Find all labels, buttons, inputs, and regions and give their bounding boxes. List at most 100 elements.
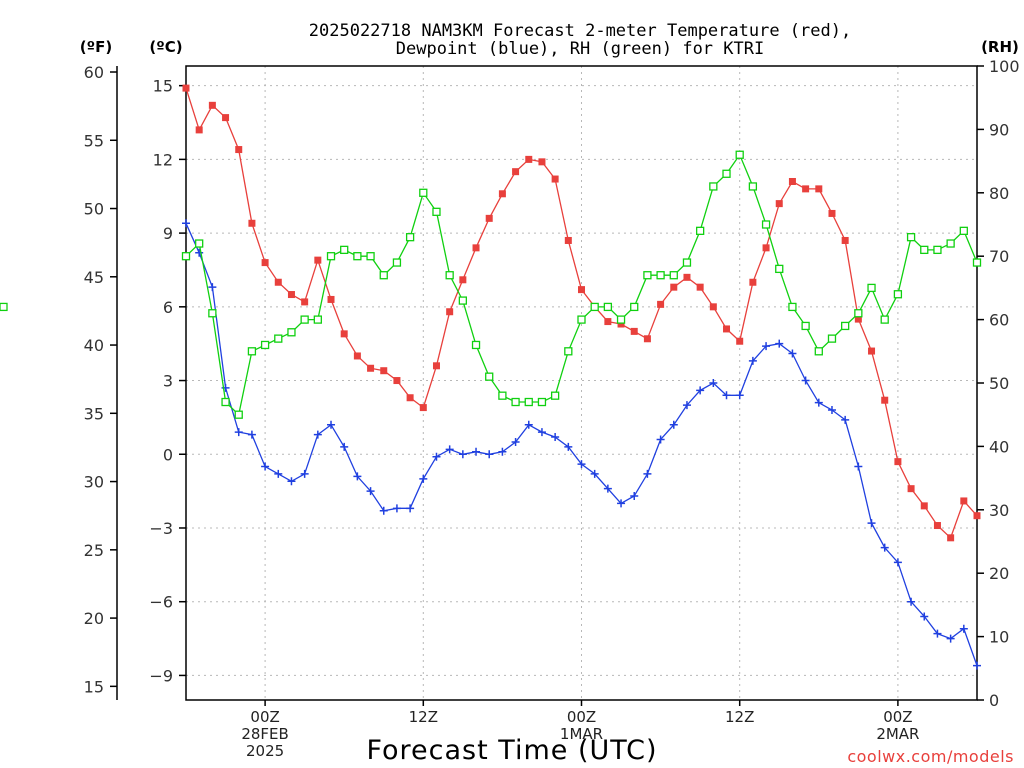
x-tick-label-0-2: 2025: [246, 742, 284, 760]
temperature-point-19: [432, 362, 440, 370]
temperature-point-49: [828, 209, 836, 217]
dewpoint-point-31: [590, 469, 599, 478]
rh-point-50: [841, 321, 850, 331]
x-tick-label-4-1: 2MAR: [876, 725, 919, 743]
rh-point-15: [379, 271, 388, 280]
temperature-point-38: [683, 273, 691, 281]
rh-point-53: [880, 315, 889, 324]
dewpoint-point-54: [893, 558, 902, 567]
temperature-point-40: [709, 303, 717, 311]
x-axis-title: Forecast Time (UTC): [366, 735, 657, 766]
dewpoint-point-30: [577, 460, 586, 469]
dewpoint-point-8: [287, 477, 296, 486]
dewpoint-point-56: [920, 612, 929, 621]
rh-point-20: [445, 271, 454, 280]
credit-text: coolwx.com/models: [847, 747, 1014, 766]
rh-point-5: [247, 347, 257, 356]
temperature-point-3: [222, 114, 230, 122]
temperature-point-7: [274, 278, 282, 286]
dewpoint-point-57: [933, 629, 942, 638]
dewpoint-point-39: [696, 386, 705, 395]
rh-point-31: [590, 302, 599, 312]
dewpoint-point-2: [208, 283, 217, 292]
dewpoint-point-55: [907, 597, 916, 606]
c-tick-label-8: −9: [149, 666, 173, 685]
temperature-point-5: [248, 219, 256, 227]
temperature-point-29: [564, 236, 572, 244]
c-tick-label-3: 6: [163, 298, 173, 317]
celsius-unit-label: (ºC): [149, 38, 182, 56]
dewpoint-point-58: [946, 634, 955, 643]
f-tick-label-9: 15: [84, 677, 104, 696]
rh-point-33: [616, 315, 626, 324]
rh-point-16: [392, 258, 402, 267]
temperature-point-9: [301, 298, 309, 306]
dewpoint-point-14: [366, 487, 375, 496]
rh-tick-label-6: 40: [989, 437, 1009, 456]
x-tick-label-0-1: 28FEB: [241, 725, 288, 743]
chart-title: 2025022718 NAM3KM Forecast 2-meter Tempe…: [309, 21, 851, 59]
x-tick-label-0-0: 00Z: [250, 708, 279, 726]
series: [0, 84, 982, 670]
temperature-point-1: [195, 126, 203, 134]
rh-point-17: [405, 233, 415, 242]
rh-point-54: [893, 290, 903, 299]
f-tick-label-3: 45: [84, 268, 104, 287]
rh-point-13: [353, 252, 362, 261]
temperature-point-15: [380, 367, 388, 375]
x-tick-label-4-0: 00Z: [883, 708, 912, 726]
rh-point-39: [696, 226, 705, 235]
title-line-2: Dewpoint (blue), RH (green) for KTRI: [396, 39, 764, 59]
f-tick-label-6: 30: [84, 473, 104, 492]
dewpoint-point-16: [392, 504, 401, 513]
dewpoint-point-10: [313, 430, 322, 439]
dewpoint-point-34: [630, 492, 639, 501]
temperature-point-17: [406, 394, 414, 402]
rh-point-4: [234, 410, 243, 419]
rh-tick-label-1: 90: [989, 120, 1009, 139]
dewpoint-point-18: [419, 474, 428, 483]
f-tick-label-2: 50: [84, 200, 104, 219]
dewpoint-point-9: [300, 469, 309, 478]
temperature-point-34: [630, 327, 638, 335]
rh-point-0: [181, 252, 191, 261]
rh-point-32: [603, 302, 613, 312]
rh-point-22: [471, 340, 481, 350]
dewpoint-point-27: [537, 428, 546, 437]
dewpoint-point-51: [854, 462, 863, 471]
celsius-axis: 15 12 9 6 3 0 −3 −6 −9: [149, 77, 186, 685]
x-tick-label-1-0: 12Z: [409, 708, 438, 726]
temperature-point-48: [815, 185, 823, 193]
temperature-point-27: [538, 158, 546, 166]
x-tick-label-2-0: 00Z: [567, 708, 596, 726]
temperature-point-59: [960, 497, 968, 505]
rh-tick-label-2: 80: [989, 184, 1009, 203]
rh-point-47: [801, 321, 810, 331]
dewpoint-point-17: [406, 504, 415, 513]
dewpoint-point-21: [458, 450, 467, 459]
c-tick-label-4: 3: [163, 372, 173, 391]
plot-frame: [185, 65, 978, 701]
dewpoint-point-11: [327, 420, 336, 429]
temperature-point-42: [736, 337, 744, 345]
rh-point-43: [748, 182, 758, 191]
dewpoint-point-19: [432, 452, 441, 461]
dewpoint-point-24: [498, 447, 507, 456]
temperature-point-35: [643, 335, 651, 343]
temperature-point-57: [933, 522, 941, 530]
rh-point-8: [287, 328, 296, 337]
f-tick-label-0: 60: [84, 63, 104, 82]
dewpoint-point-25: [511, 437, 520, 446]
temperature-point-52: [868, 347, 876, 355]
temperature-point-46: [788, 177, 796, 185]
rh-point-34: [630, 302, 639, 312]
temperature-point-60: [973, 512, 981, 520]
dewpoint-point-47: [801, 376, 810, 385]
series-dewpoint: [182, 219, 981, 670]
rh-point-58: [946, 239, 955, 248]
rh-point-2: [208, 309, 217, 318]
temperature-point-58: [947, 534, 955, 542]
temperature-point-45: [775, 200, 783, 208]
f-tick-label-7: 25: [84, 541, 104, 560]
temperature-point-28: [551, 175, 559, 183]
